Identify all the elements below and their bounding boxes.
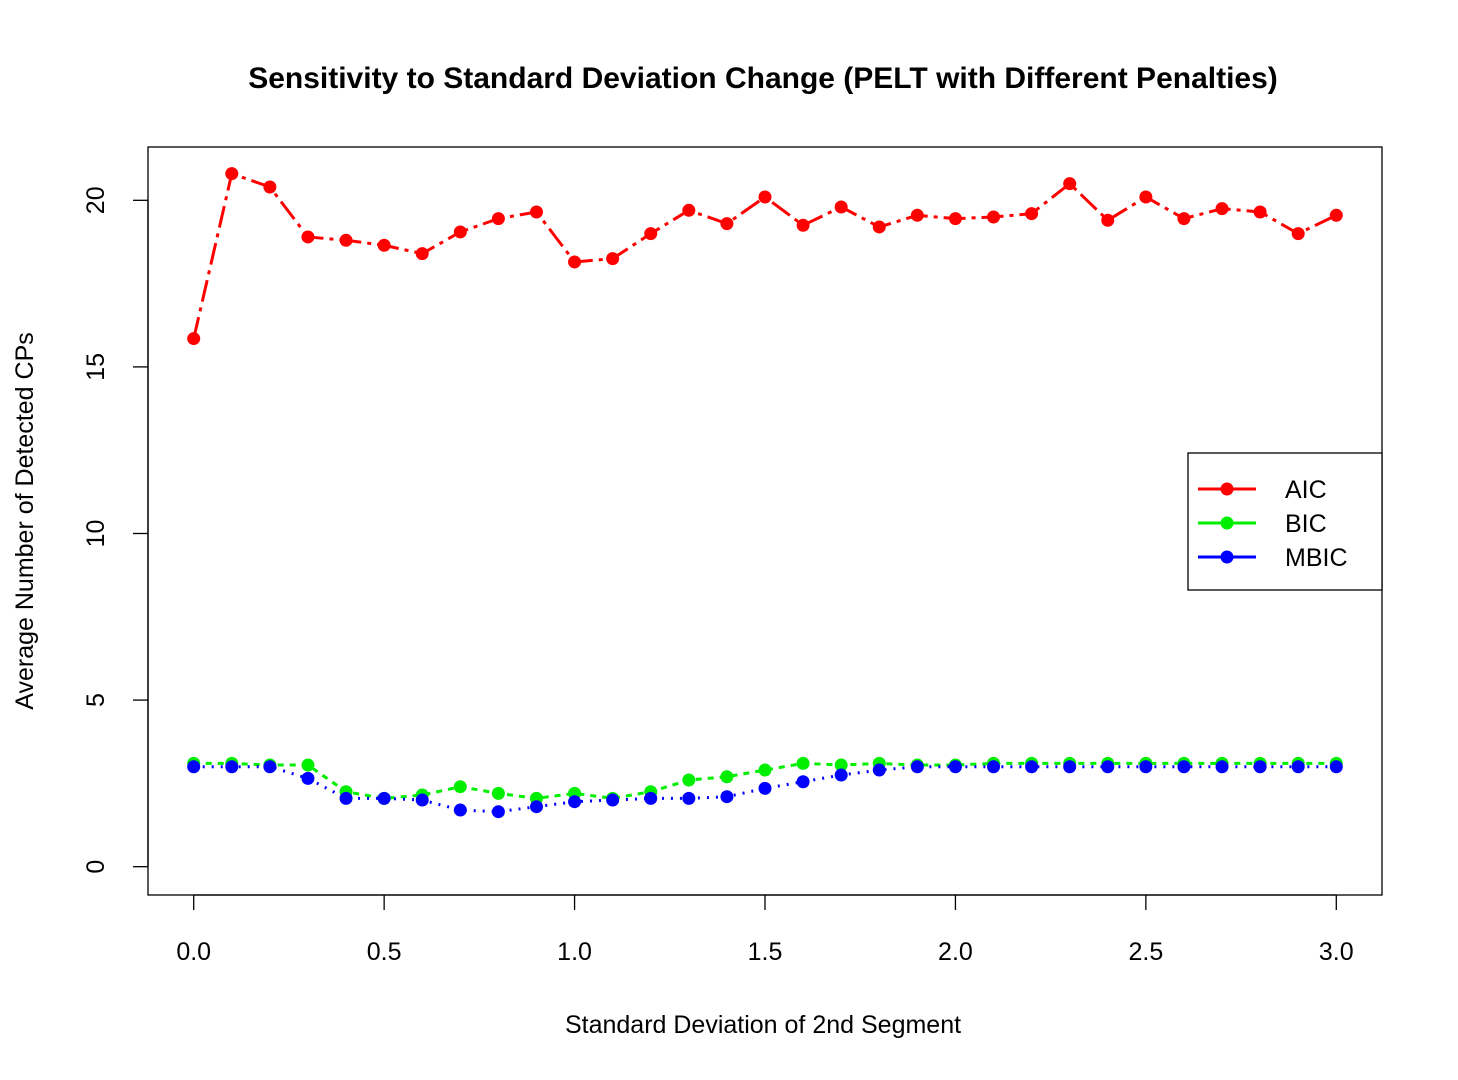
data-point-aic bbox=[720, 217, 734, 231]
data-point-aic bbox=[1139, 190, 1153, 204]
data-point-aic bbox=[377, 238, 391, 252]
data-point-mbic bbox=[948, 760, 962, 774]
data-point-mbic bbox=[1329, 760, 1343, 774]
legend-marker-mbic bbox=[1220, 550, 1234, 564]
data-point-bic bbox=[682, 773, 696, 787]
data-point-mbic bbox=[758, 781, 772, 795]
data-point-aic bbox=[987, 210, 1001, 224]
data-point-aic bbox=[1253, 205, 1267, 219]
data-point-bic bbox=[301, 758, 315, 772]
data-point-bic bbox=[758, 763, 772, 777]
data-point-aic bbox=[758, 190, 772, 204]
y-tick-label: 10 bbox=[82, 520, 110, 548]
y-axis-label: Average Number of Detected CPs bbox=[11, 332, 39, 710]
legend-marker-aic bbox=[1220, 482, 1234, 496]
y-tick-label: 0 bbox=[82, 860, 110, 874]
data-point-aic bbox=[910, 208, 924, 222]
data-point-mbic bbox=[1025, 760, 1039, 774]
x-tick-label: 2.0 bbox=[938, 938, 973, 966]
data-point-mbic bbox=[1101, 760, 1115, 774]
data-point-mbic bbox=[568, 795, 582, 809]
data-point-aic bbox=[644, 227, 658, 241]
data-point-mbic bbox=[1215, 760, 1229, 774]
data-point-mbic bbox=[987, 760, 1001, 774]
data-point-mbic bbox=[720, 790, 734, 804]
x-tick-label: 1.0 bbox=[557, 938, 592, 966]
data-point-aic bbox=[796, 218, 810, 232]
x-axis-label: Standard Deviation of 2nd Segment bbox=[565, 1011, 961, 1039]
x-tick-label: 3.0 bbox=[1319, 938, 1354, 966]
data-point-bic bbox=[720, 770, 734, 784]
data-point-mbic bbox=[187, 760, 201, 774]
data-point-aic bbox=[529, 205, 543, 219]
data-point-mbic bbox=[1253, 760, 1267, 774]
data-point-aic bbox=[187, 332, 201, 346]
data-point-mbic bbox=[529, 800, 543, 814]
data-point-aic bbox=[606, 252, 620, 266]
data-point-mbic bbox=[225, 760, 239, 774]
chart-title: Sensitivity to Standard Deviation Change… bbox=[248, 62, 1278, 95]
data-point-aic bbox=[1063, 177, 1077, 191]
y-tick-label: 5 bbox=[82, 693, 110, 707]
data-point-aic bbox=[339, 233, 353, 247]
legend-label-mbic: MBIC bbox=[1285, 544, 1348, 572]
data-point-aic bbox=[1291, 227, 1305, 241]
series-layer bbox=[187, 167, 1343, 819]
data-point-mbic bbox=[872, 763, 886, 777]
data-point-bic bbox=[834, 758, 848, 772]
legend: AIC BIC MBIC bbox=[1187, 452, 1383, 591]
data-point-aic bbox=[1025, 207, 1039, 221]
data-point-mbic bbox=[1139, 760, 1153, 774]
y-tick-label: 20 bbox=[82, 186, 110, 214]
data-point-bic bbox=[796, 756, 810, 770]
data-point-mbic bbox=[1177, 760, 1191, 774]
data-point-mbic bbox=[644, 791, 658, 805]
data-point-aic bbox=[834, 200, 848, 214]
x-tick-label: 1.5 bbox=[748, 938, 783, 966]
data-point-mbic bbox=[339, 791, 353, 805]
x-tick-label: 2.5 bbox=[1128, 938, 1163, 966]
legend-label-bic: BIC bbox=[1285, 510, 1327, 538]
data-point-aic bbox=[225, 167, 239, 181]
data-point-aic bbox=[301, 230, 315, 244]
data-point-aic bbox=[1215, 202, 1229, 216]
data-point-mbic bbox=[682, 791, 696, 805]
data-point-bic bbox=[453, 780, 467, 794]
data-point-aic bbox=[568, 255, 582, 269]
x-axis: 0.0 0.5 1.0 1.5 2.0 2.5 3.0 bbox=[176, 894, 1354, 966]
x-tick-label: 0.5 bbox=[367, 938, 402, 966]
data-point-aic bbox=[948, 212, 962, 226]
data-point-aic bbox=[415, 247, 429, 261]
data-point-mbic bbox=[910, 760, 924, 774]
data-point-mbic bbox=[415, 793, 429, 807]
legend-label-aic: AIC bbox=[1285, 476, 1327, 504]
data-point-aic bbox=[453, 225, 467, 239]
data-point-aic bbox=[872, 220, 886, 234]
data-point-aic bbox=[1177, 212, 1191, 226]
data-point-mbic bbox=[377, 791, 391, 805]
data-point-aic bbox=[491, 212, 505, 226]
data-point-mbic bbox=[263, 760, 277, 774]
legend-marker-bic bbox=[1220, 516, 1234, 530]
data-point-mbic bbox=[301, 771, 315, 785]
data-point-mbic bbox=[491, 805, 505, 819]
data-point-mbic bbox=[1063, 760, 1077, 774]
data-point-aic bbox=[263, 180, 277, 194]
y-tick-label: 15 bbox=[82, 353, 110, 381]
data-point-bic bbox=[491, 786, 505, 800]
data-point-aic bbox=[1101, 213, 1115, 227]
data-point-mbic bbox=[834, 768, 848, 782]
data-point-mbic bbox=[606, 793, 620, 807]
y-axis: 0 5 10 15 20 bbox=[82, 186, 149, 874]
data-point-mbic bbox=[796, 775, 810, 789]
x-tick-label: 0.0 bbox=[176, 938, 211, 966]
data-point-mbic bbox=[453, 803, 467, 817]
data-point-aic bbox=[682, 203, 696, 217]
data-point-aic bbox=[1329, 208, 1343, 222]
data-point-mbic bbox=[1291, 760, 1305, 774]
